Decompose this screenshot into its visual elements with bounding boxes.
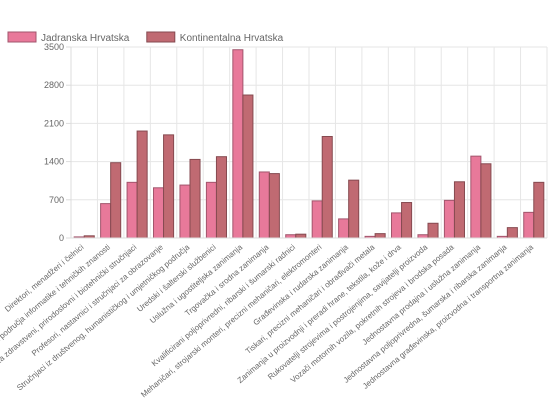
y-tick-label: 0 xyxy=(59,233,64,243)
bar xyxy=(215,156,227,239)
bar xyxy=(232,49,244,239)
y-tick-label: 3500 xyxy=(44,42,64,52)
y-tick-label: 2100 xyxy=(44,118,64,128)
bar xyxy=(110,162,122,239)
bar xyxy=(179,184,191,239)
y-tick-label: 2800 xyxy=(44,80,64,90)
bar xyxy=(126,181,138,239)
legend-label: Jadranska Hrvatska xyxy=(41,33,130,44)
bar xyxy=(136,130,148,239)
bar xyxy=(453,181,465,239)
bar xyxy=(295,233,307,239)
y-tick-label: 700 xyxy=(49,195,64,205)
bar xyxy=(470,155,482,239)
bar xyxy=(321,135,333,239)
bar xyxy=(443,199,455,239)
bar xyxy=(311,200,323,239)
grid xyxy=(70,46,548,239)
bar xyxy=(533,181,545,239)
bar xyxy=(205,181,217,239)
bar xyxy=(391,212,403,239)
bar xyxy=(374,233,386,239)
bar xyxy=(348,179,360,239)
bar xyxy=(480,163,492,239)
bar xyxy=(258,171,270,239)
axes xyxy=(66,46,547,239)
bar xyxy=(189,158,201,239)
bar xyxy=(338,218,350,239)
bar xyxy=(153,187,165,239)
bar xyxy=(242,94,254,239)
legend-swatch xyxy=(7,31,37,43)
bar xyxy=(427,222,439,239)
legend: Jadranska Hrvatska Kontinentalna Hrvatska xyxy=(7,31,284,44)
bar xyxy=(163,134,175,239)
bar xyxy=(401,202,413,239)
bar xyxy=(506,227,518,239)
bar xyxy=(523,211,535,239)
bar xyxy=(100,203,112,239)
y-tick-label: 1400 xyxy=(44,157,64,167)
legend-label: Kontinentalna Hrvatska xyxy=(180,33,284,44)
bar xyxy=(268,173,280,239)
legend-swatch xyxy=(146,31,176,43)
